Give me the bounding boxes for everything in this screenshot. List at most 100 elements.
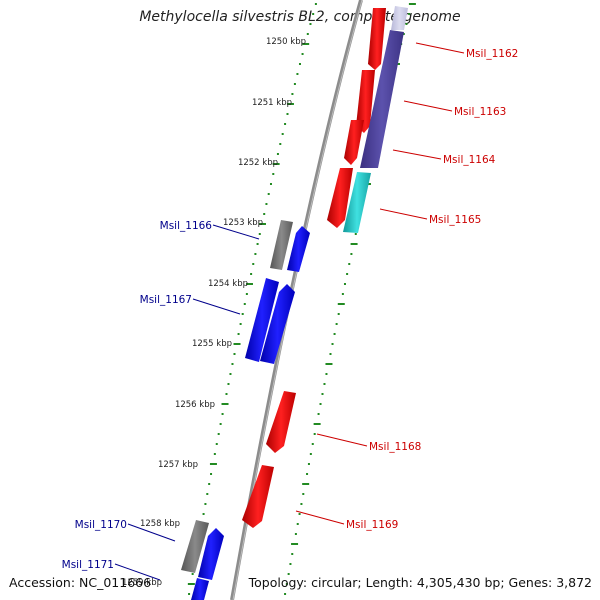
gene-msil-1168[interactable] bbox=[266, 391, 296, 453]
gene-label-msil-1171[interactable]: Msil_1171 bbox=[62, 559, 114, 571]
tick-mark bbox=[350, 243, 358, 245]
tick-mark bbox=[267, 193, 270, 195]
gene-msil-1169[interactable] bbox=[242, 465, 274, 528]
leader-msil-1169 bbox=[295, 510, 345, 525]
feature-navy[interactable] bbox=[360, 30, 404, 168]
tick-mark bbox=[237, 333, 240, 335]
gene-label-msil-1167[interactable]: Msil_1167 bbox=[140, 294, 192, 306]
tick-mark bbox=[241, 313, 244, 315]
gene-label-msil-1164[interactable]: Msil_1164 bbox=[443, 154, 496, 166]
tick-mark bbox=[281, 133, 284, 135]
topology-text: Topology: circular; Length: 4,305,430 bp… bbox=[248, 575, 592, 590]
tick-mark bbox=[217, 433, 220, 435]
gene-msil-1167-b[interactable] bbox=[260, 284, 295, 364]
tick-mark bbox=[298, 63, 301, 65]
leader-msil-1164 bbox=[392, 149, 442, 160]
tick-mark bbox=[209, 463, 217, 465]
tick-mark bbox=[269, 183, 272, 185]
tick-mark bbox=[202, 513, 205, 515]
tick-mark bbox=[293, 83, 296, 85]
scale-label: 1257 kbp bbox=[158, 460, 198, 470]
tick-mark bbox=[348, 263, 351, 265]
gene-msil-1163[interactable] bbox=[356, 70, 375, 133]
gene-label-msil-1168[interactable]: Msil_1168 bbox=[369, 441, 421, 453]
tick-mark bbox=[188, 593, 191, 595]
tick-mark bbox=[302, 43, 310, 45]
tick-mark bbox=[215, 443, 218, 445]
gene-labels: Msil_1162 Msil_1163 Msil_1164 Msil_1165 … bbox=[62, 48, 519, 571]
scale-label: 1258 kbp bbox=[140, 519, 180, 529]
tick-mark bbox=[286, 113, 289, 115]
tick-mark bbox=[405, 23, 408, 25]
tick-mark bbox=[341, 293, 344, 295]
tick-mark bbox=[354, 233, 357, 235]
tick-mark bbox=[307, 463, 310, 465]
gene-label-msil-1170[interactable]: Msil_1170 bbox=[75, 519, 127, 531]
gene-msil-1170-a[interactable] bbox=[181, 520, 209, 573]
gene-msil-1164[interactable] bbox=[344, 120, 364, 165]
gene-label-msil-1166[interactable]: Msil_1166 bbox=[160, 220, 213, 232]
tick-mark bbox=[346, 273, 349, 275]
scale-label: 1259 kbp bbox=[122, 578, 162, 588]
label-leaders bbox=[114, 42, 465, 581]
gene-label-msil-1162[interactable]: Msil_1162 bbox=[466, 48, 518, 60]
tick-mark bbox=[302, 493, 305, 495]
leader-msil-1166 bbox=[212, 224, 260, 240]
tick-mark bbox=[284, 123, 287, 125]
gene-msil-1170-b[interactable] bbox=[198, 528, 224, 580]
tick-mark bbox=[225, 393, 228, 395]
gene-label-msil-1163[interactable]: Msil_1163 bbox=[454, 106, 506, 118]
tick-mark bbox=[291, 543, 299, 545]
tick-mark bbox=[287, 573, 290, 575]
leader-msil-1167 bbox=[192, 298, 241, 315]
scale-label: 1252 kbp bbox=[238, 158, 278, 168]
leader-msil-1165 bbox=[379, 208, 428, 220]
gene-msil-1165[interactable] bbox=[327, 168, 353, 228]
tick-mark bbox=[325, 363, 333, 365]
tick-mark bbox=[276, 153, 279, 155]
tick-mark bbox=[325, 373, 328, 375]
tick-mark bbox=[272, 173, 275, 175]
tick-mark bbox=[319, 403, 322, 405]
tick-mark bbox=[291, 553, 294, 555]
tick-mark bbox=[335, 323, 338, 325]
features bbox=[181, 6, 408, 600]
tick-mark bbox=[402, 33, 405, 35]
gene-label-msil-1165[interactable]: Msil_1165 bbox=[429, 214, 481, 226]
leader-msil-1170 bbox=[127, 523, 176, 542]
tick-mark bbox=[258, 233, 261, 235]
tick-mark bbox=[285, 583, 288, 585]
tick-mark bbox=[408, 13, 411, 15]
scale-label: 1255 kbp bbox=[192, 339, 232, 349]
tick-mark bbox=[306, 33, 309, 35]
tick-mark bbox=[239, 323, 242, 325]
feature-cyan[interactable] bbox=[343, 172, 371, 233]
tick-mark bbox=[313, 423, 321, 425]
gene-msil-1166-a[interactable] bbox=[270, 220, 293, 270]
tick-mark bbox=[343, 283, 346, 285]
tick-mark bbox=[206, 493, 209, 495]
tick-mark bbox=[323, 383, 326, 385]
tick-mark bbox=[301, 53, 304, 55]
tick-mark bbox=[302, 483, 310, 485]
tick-mark bbox=[265, 203, 268, 205]
leader-msil-1168 bbox=[316, 433, 368, 447]
tick-mark bbox=[272, 163, 280, 165]
tick-mark bbox=[309, 23, 312, 25]
gene-msil-1162[interactable] bbox=[368, 8, 386, 70]
tick-mark bbox=[187, 583, 195, 585]
tick-mark bbox=[210, 473, 213, 475]
leader-msil-1171 bbox=[114, 563, 161, 581]
gene-label-msil-1169[interactable]: Msil_1169 bbox=[346, 519, 398, 531]
tick-mark bbox=[204, 503, 207, 505]
tick-mark bbox=[233, 353, 236, 355]
tick-mark bbox=[284, 593, 287, 595]
gene-msil-1171[interactable] bbox=[191, 578, 209, 600]
tick-mark bbox=[263, 213, 266, 215]
gene-msil-1167-a[interactable] bbox=[245, 278, 279, 362]
gene-msil-1166-b[interactable] bbox=[287, 226, 310, 272]
tick-mark bbox=[245, 293, 248, 295]
tick-mark bbox=[337, 313, 340, 315]
tick-mark bbox=[306, 473, 309, 475]
tick-mark bbox=[231, 363, 234, 365]
